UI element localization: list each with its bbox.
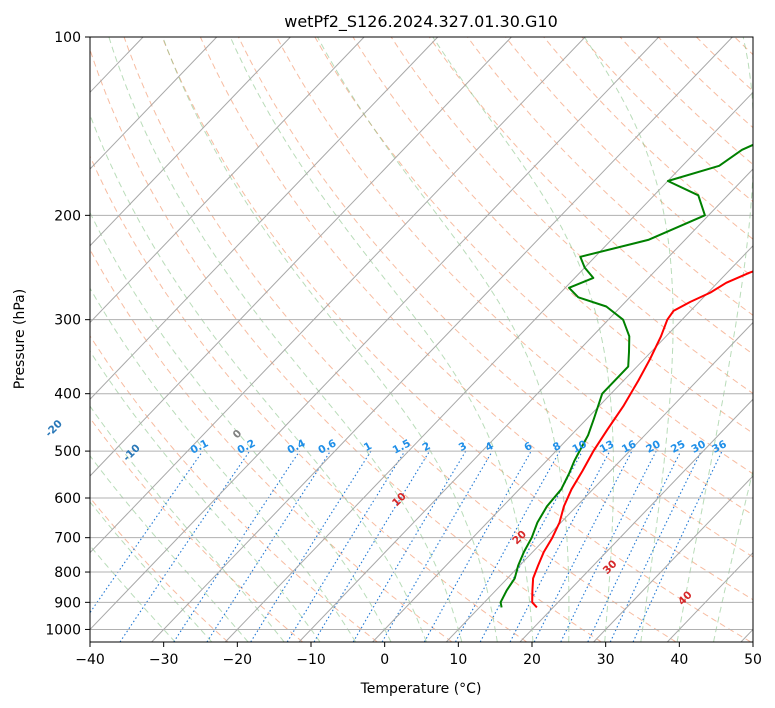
pressure-gridlines — [90, 37, 753, 630]
moist-adiabat-line — [229, 37, 534, 642]
mixing-ratio-line — [455, 450, 561, 642]
dry-adiabat-line — [352, 37, 753, 434]
mixing-ratio-line — [313, 450, 431, 642]
dewpoint-profile-line — [499, 143, 753, 608]
y-tick-label: 300 — [54, 313, 81, 329]
y-tick-label: 800 — [54, 565, 81, 581]
mixing-ratio-line — [173, 450, 301, 642]
x-tick-label: 0 — [380, 652, 389, 668]
moist-adiabat-line — [108, 37, 463, 642]
isotherm-gridline — [90, 37, 291, 247]
x-tick-label: 20 — [523, 652, 541, 668]
y-axis: 1000 900 800 700 600 500 400 300 200 100 — [45, 30, 90, 638]
dry-adiabat-line — [123, 37, 677, 642]
moist-adiabats — [90, 37, 753, 642]
mixing-ratio-line — [250, 450, 372, 642]
mixing-ratio-line — [423, 450, 532, 642]
chart-title: wetPf2_S126.2024.327.01.30.G10 — [284, 12, 558, 32]
dry-adiabat-line — [428, 37, 753, 355]
moist-adiabat-line — [676, 37, 753, 642]
y-tick-label: 200 — [54, 208, 81, 224]
moist-adiabat-line — [713, 468, 753, 642]
moist-adiabat-line — [90, 287, 357, 642]
dry-adiabat-line — [390, 37, 753, 395]
x-axis: −40 −30 −20 −10 0 10 20 30 40 50 — [75, 642, 762, 668]
isotherm-gridline — [372, 245, 753, 642]
moist-adiabat-line — [90, 405, 285, 642]
isotherm-gridline — [445, 321, 753, 642]
isotherm-gridline — [519, 398, 753, 642]
dry-adiabat-line — [90, 155, 527, 642]
x-tick-label: −40 — [75, 652, 105, 668]
y-tick-label: 900 — [54, 595, 81, 611]
mixing-ratio-line — [119, 450, 251, 642]
x-tick-label: −10 — [296, 652, 326, 668]
isotherm-gridline — [90, 37, 660, 631]
plot-area — [90, 37, 753, 642]
mixing-ratio-line — [206, 450, 331, 642]
y-tick-label: 400 — [54, 387, 81, 403]
y-tick-label: 600 — [54, 491, 81, 507]
isotherm-gridline — [298, 168, 753, 642]
isotherm-gridline — [90, 37, 512, 477]
y-tick-label: 500 — [54, 444, 81, 460]
isotherm-gridlines — [90, 37, 753, 642]
sounding-profiles — [499, 143, 753, 609]
x-tick-label: 30 — [597, 652, 615, 668]
x-tick-label: 50 — [744, 652, 762, 668]
plot-frame — [89, 36, 754, 643]
dry-adiabat-line — [90, 248, 453, 642]
y-tick-label: 1000 — [45, 622, 81, 638]
x-axis-label: Temperature (°C) — [360, 681, 482, 697]
isotherm-gridline — [90, 37, 365, 324]
y-tick-label: 700 — [54, 531, 81, 547]
isotherm-gridline — [151, 37, 733, 642]
moist-adiabat-line — [90, 350, 321, 642]
x-tick-label: 40 — [670, 652, 688, 668]
x-tick-label: 10 — [449, 652, 467, 668]
mixing-ratio-line — [286, 450, 406, 642]
dry-adiabat-line — [90, 496, 229, 642]
dry-adiabat-line — [238, 37, 753, 558]
dry-adiabat-line — [90, 48, 602, 642]
dry-adiabat-line — [161, 37, 752, 642]
dry-adiabat-line — [276, 37, 753, 516]
y-axis-label: Pressure (hPa) — [12, 289, 28, 389]
y-tick-label: 100 — [54, 30, 81, 46]
x-tick-label: −30 — [149, 652, 179, 668]
moist-adiabat-line — [583, 37, 674, 642]
moist-adiabat-line — [90, 454, 249, 642]
isotherm-gridline — [90, 37, 218, 170]
dry-adiabat-line — [90, 335, 378, 642]
dry-adiabat-line — [314, 37, 753, 475]
dry-adiabat-line — [90, 417, 303, 642]
dry-adiabat-line — [199, 37, 753, 601]
isotherm-gridline — [90, 37, 439, 400]
moist-adiabat-line — [162, 37, 498, 642]
isotherm-gridline — [593, 475, 753, 642]
isotherm-gridline — [224, 91, 753, 642]
mixing-ratio-line — [560, 450, 657, 642]
temperature-profile-line — [531, 270, 753, 609]
x-tick-label: −20 — [223, 652, 253, 668]
moist-adiabat-line — [90, 113, 427, 642]
isotherm-gridline — [90, 37, 586, 554]
dry-adiabats — [90, 37, 753, 642]
